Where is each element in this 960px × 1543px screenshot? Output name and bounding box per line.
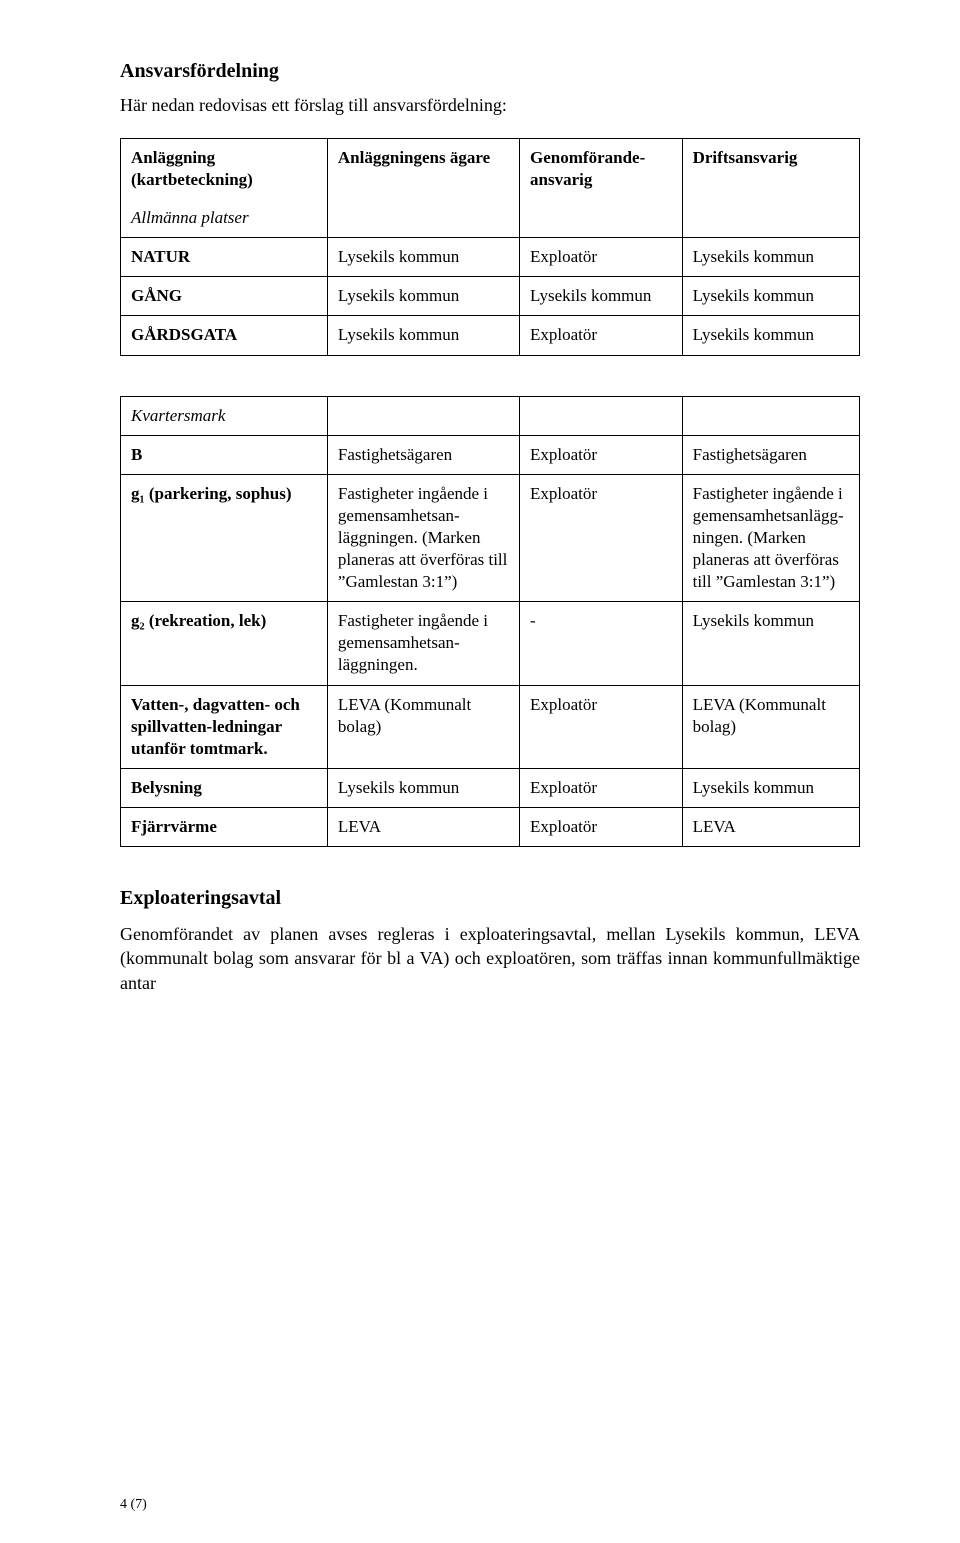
row-label: Vatten-, dagvatten- och spillvatten-ledn…	[121, 685, 328, 768]
row-cell: Lysekils kommun	[327, 768, 519, 807]
row-cell: Fastighetsägaren	[682, 435, 859, 474]
section-heading-ansvar: Ansvarsfördelning	[120, 60, 860, 83]
table-row: GÅNG Lysekils kommun Lysekils kommun Lys…	[121, 277, 860, 316]
table-section-row: Kvartersmark	[121, 396, 860, 435]
row-cell: Exploatör	[520, 685, 683, 768]
table-row: Vatten-, dagvatten- och spillvatten-ledn…	[121, 685, 860, 768]
intro-text: Här nedan redovisas ett förslag till ans…	[120, 95, 860, 116]
empty-cell	[327, 396, 519, 435]
table-row: GÅRDSGATA Lysekils kommun Exploatör Lyse…	[121, 316, 860, 355]
row-cell: LEVA	[327, 807, 519, 846]
table-row: NATUR Lysekils kommun Exploatör Lysekils…	[121, 238, 860, 277]
table-row: Belysning Lysekils kommun Exploatör Lyse…	[121, 768, 860, 807]
row-cell: Lysekils kommun	[682, 238, 859, 277]
section-label-allmanna: Allmänna platser	[121, 199, 328, 238]
row-cell: Exploatör	[520, 807, 683, 846]
page-number: 4 (7)	[120, 1497, 147, 1513]
table-header-row: Anläggning (kartbeteckning) Anläggningen…	[121, 139, 860, 200]
empty-cell	[520, 396, 683, 435]
row-cell: Lysekils kommun	[682, 602, 859, 685]
empty-cell	[520, 199, 683, 238]
row-label: Belysning	[121, 768, 328, 807]
row-cell: -	[520, 602, 683, 685]
row-label: NATUR	[121, 238, 328, 277]
row-label: GÅRDSGATA	[121, 316, 328, 355]
section-label-kvarter: Kvartersmark	[121, 396, 328, 435]
row-label: Fjärrvärme	[121, 807, 328, 846]
empty-cell	[327, 199, 519, 238]
table-section-row: Allmänna platser	[121, 199, 860, 238]
row-label: g₂ (rekreation, lek)	[121, 602, 328, 685]
table-allmanna-platser: Anläggning (kartbeteckning) Anläggningen…	[120, 138, 860, 356]
table-row: Fjärrvärme LEVA Exploatör LEVA	[121, 807, 860, 846]
th-drift: Driftsansvarig	[682, 139, 859, 200]
table-row: B Fastighetsägaren Exploatör Fastighetsä…	[121, 435, 860, 474]
row-cell: Lysekils kommun	[682, 277, 859, 316]
row-cell: Exploatör	[520, 238, 683, 277]
empty-cell	[682, 199, 859, 238]
row-cell: Lysekils kommun	[327, 238, 519, 277]
row-cell: Fastigheter ingående i gemensamhetsan-lä…	[327, 602, 519, 685]
row-cell: Lysekils kommun	[327, 316, 519, 355]
row-cell: Lysekils kommun	[682, 768, 859, 807]
row-cell: Exploatör	[520, 768, 683, 807]
row-cell: Exploatör	[520, 474, 683, 601]
section-heading-exploatering: Exploateringsavtal	[120, 887, 860, 910]
row-label: B	[121, 435, 328, 474]
empty-cell	[682, 396, 859, 435]
row-cell: LEVA (Kommunalt bolag)	[327, 685, 519, 768]
row-cell: Lysekils kommun	[520, 277, 683, 316]
row-label: GÅNG	[121, 277, 328, 316]
row-cell: Lysekils kommun	[682, 316, 859, 355]
table-row: g₁ (parkering, sophus) Fastigheter ingåe…	[121, 474, 860, 601]
row-cell: Fastigheter ingående i gemensamhetsan-lä…	[327, 474, 519, 601]
table-kvartersmark: Kvartersmark B Fastighetsägaren Exploatö…	[120, 396, 860, 847]
row-label: g₁ (parkering, sophus)	[121, 474, 328, 601]
row-cell: LEVA (Kommunalt bolag)	[682, 685, 859, 768]
row-cell: Exploatör	[520, 435, 683, 474]
row-cell: Exploatör	[520, 316, 683, 355]
exploatering-body: Genomförandet av planen avses regleras i…	[120, 922, 860, 995]
th-genomforande: Genomförande-ansvarig	[520, 139, 683, 200]
th-agare: Anläggningens ägare	[327, 139, 519, 200]
row-cell: Lysekils kommun	[327, 277, 519, 316]
table-row: g₂ (rekreation, lek) Fastigheter ingåend…	[121, 602, 860, 685]
th-anlaggning: Anläggning (kartbeteckning)	[121, 139, 328, 200]
row-cell: LEVA	[682, 807, 859, 846]
row-cell: Fastighetsägaren	[327, 435, 519, 474]
row-cell: Fastigheter ingående i gemensamhetsanläg…	[682, 474, 859, 601]
